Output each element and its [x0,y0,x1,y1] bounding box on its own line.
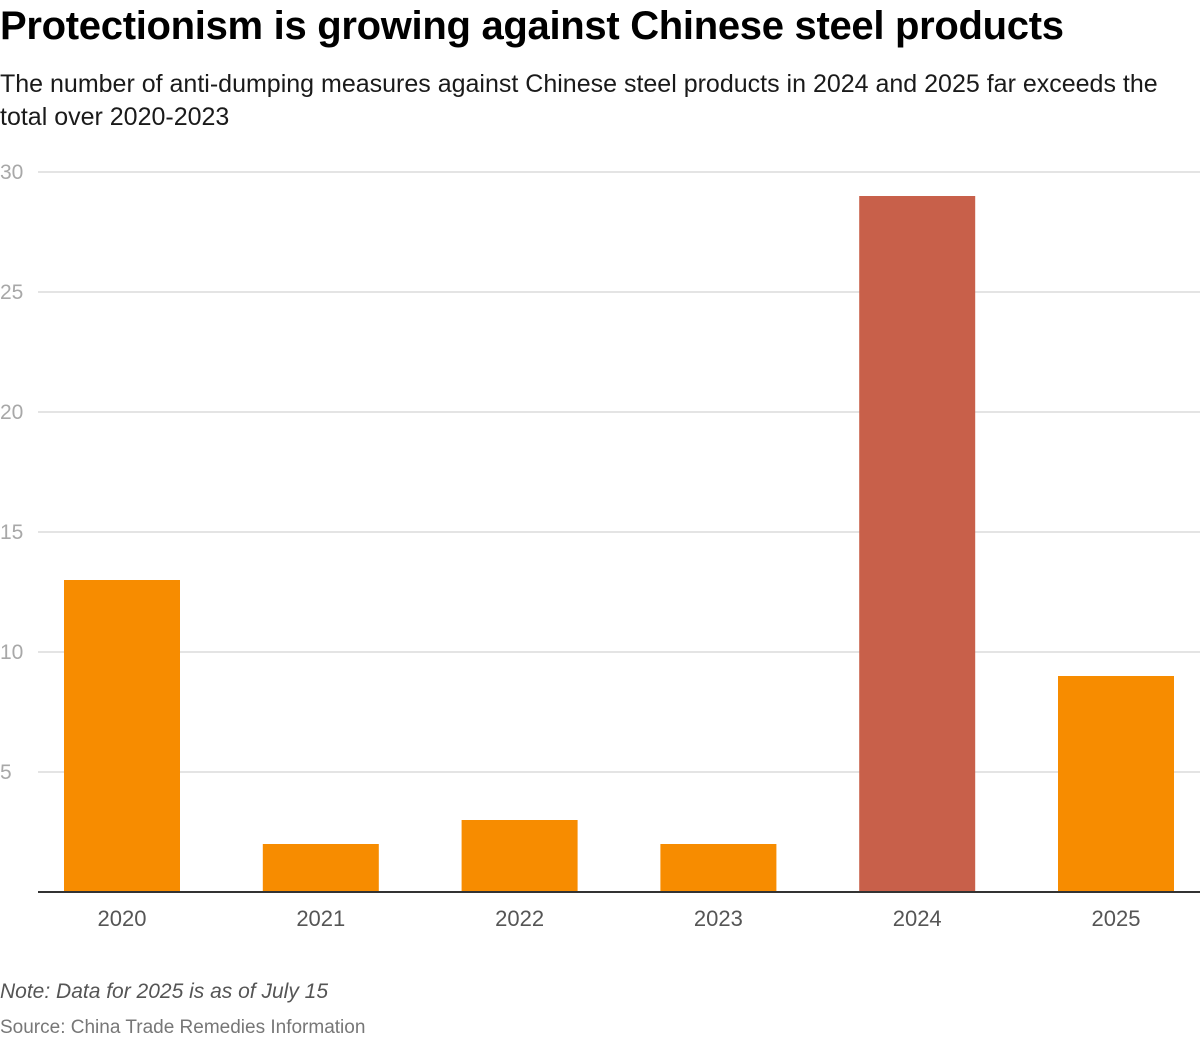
bar-2021 [262,844,379,892]
y-tick-label: 15 [0,521,23,544]
grid-lines: 5 10 15 20 25 30 [0,161,1200,784]
y-tick-label: 5 [0,761,12,784]
x-tick-label: 2024 [893,906,942,931]
chart-source: Source: China Trade Remedies Information [0,1017,366,1038]
bar-2025 [1058,676,1174,892]
x-tick-label: 2021 [296,906,345,931]
chart-subtitle: The number of anti-dumping measures agai… [0,70,1158,131]
y-tick-label: 20 [0,401,23,424]
y-tick-label: 25 [0,281,23,304]
chart-note: Note: Data for 2025 is as of July 15 [0,980,329,1003]
bars [64,196,1174,892]
y-tick-label: 10 [0,641,23,664]
x-axis-labels: 2020 2021 2022 2023 2024 2025 [98,906,1141,931]
bar-2023 [660,844,777,892]
bar-2022 [461,820,578,892]
x-tick-label: 2023 [694,906,743,931]
y-tick-label: 30 [0,161,23,184]
bar-2020 [64,580,180,892]
bar-2024 [859,196,976,892]
x-tick-label: 2025 [1092,906,1141,931]
x-tick-label: 2020 [98,906,147,931]
chart-title: Protectionism is growing against Chinese… [0,4,1064,48]
x-tick-label: 2022 [495,906,544,931]
